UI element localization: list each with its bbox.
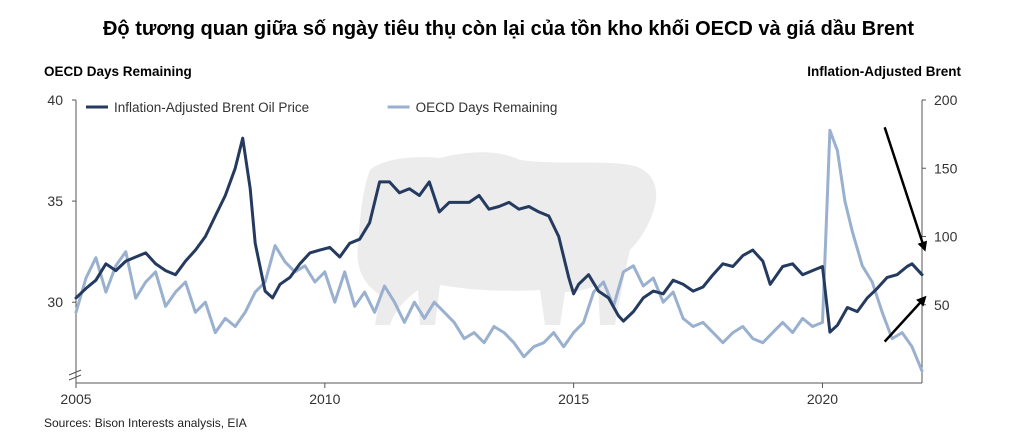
legend-label: Inflation-Adjusted Brent Oil Price [114, 100, 309, 115]
left-tick-label: 30 [47, 294, 63, 310]
right-tick-label: 150 [934, 160, 958, 176]
annotations [883, 126, 928, 343]
series-layer [74, 128, 924, 373]
axis-break-mark [68, 369, 82, 381]
left-axis-title: OECD Days Remaining [44, 64, 192, 79]
legend: Inflation-Adjusted Brent Oil Price OECD D… [86, 100, 557, 115]
x-tick-label: 2020 [807, 391, 838, 407]
left-tick-label: 35 [47, 193, 63, 209]
arrow-down [883, 126, 928, 252]
x-tick-label: 2010 [309, 391, 340, 407]
arrow-up [883, 295, 927, 343]
right-tick-label: 200 [934, 92, 958, 108]
series-line-brent [74, 136, 924, 334]
series-line-oecd [74, 128, 924, 373]
legend-label: OECD Days Remaining [416, 100, 558, 115]
axes: 30 35 40 50 100 150 200 2005 2010 2015 2020 [47, 92, 957, 407]
source-note: Sources: Bison Interests analysis, EIA [44, 416, 247, 430]
left-tick-label: 40 [47, 92, 63, 108]
right-tick-label: 50 [934, 297, 950, 313]
chart-title: Độ tương quan giữa số ngày tiêu thụ còn … [102, 18, 915, 40]
right-axis-title: Inflation-Adjusted Brent [807, 64, 961, 79]
x-tick-label: 2005 [60, 391, 91, 407]
right-tick-label: 100 [934, 229, 958, 245]
x-tick-label: 2015 [558, 391, 589, 407]
